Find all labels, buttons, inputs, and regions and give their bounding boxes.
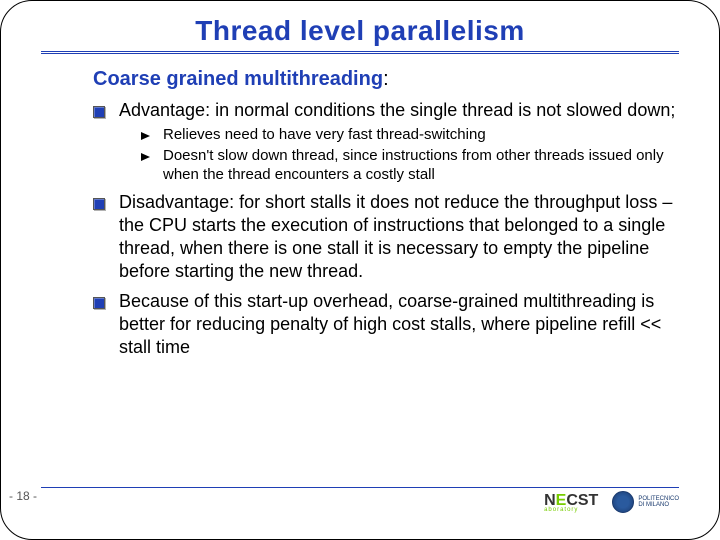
sub-list: Relieves need to have very fast thread-s… [141, 126, 679, 184]
polimi-logo: POLITECNICO DI MILANO [612, 491, 679, 513]
sub-list-item: Relieves need to have very fast thread-s… [141, 126, 679, 145]
list-item: Advantage: in normal conditions the sing… [93, 99, 679, 184]
necst-n: N [544, 492, 556, 509]
polimi-line2: DI MILANO [638, 502, 679, 508]
logos: NECST aboratory POLITECNICO DI MILANO [544, 491, 679, 513]
subtitle-text: Coarse grained multithreading [93, 68, 383, 90]
list-item: Disadvantage: for short stalls it does n… [93, 191, 679, 283]
necst-rest: CST [566, 492, 598, 509]
necst-logo: NECST aboratory [544, 492, 598, 513]
page-number: - 18 - [9, 489, 37, 503]
polimi-text: POLITECNICO DI MILANO [638, 496, 679, 508]
title-underline [41, 51, 679, 54]
footer: - 18 - NECST aboratory POLITECNICO DI MI… [1, 487, 719, 521]
necst-e: E [556, 492, 567, 509]
subtitle-colon: : [383, 68, 389, 90]
list-item: Because of this start-up overhead, coars… [93, 290, 679, 359]
slide-title: Thread level parallelism [41, 15, 679, 47]
polimi-seal-icon [612, 491, 634, 513]
bullet-text: Advantage: in normal conditions the sing… [119, 100, 675, 120]
sub-list-item: Doesn't slow down thread, since instruct… [141, 147, 679, 185]
footer-divider [41, 487, 679, 488]
bullet-text: Disadvantage: for short stalls it does n… [119, 192, 672, 281]
main-list: Advantage: in normal conditions the sing… [93, 99, 679, 360]
subtitle: Coarse grained multithreading: [93, 68, 679, 91]
slide-container: Thread level parallelism Coarse grained … [1, 1, 719, 539]
bullet-text: Because of this start-up overhead, coars… [119, 291, 661, 357]
